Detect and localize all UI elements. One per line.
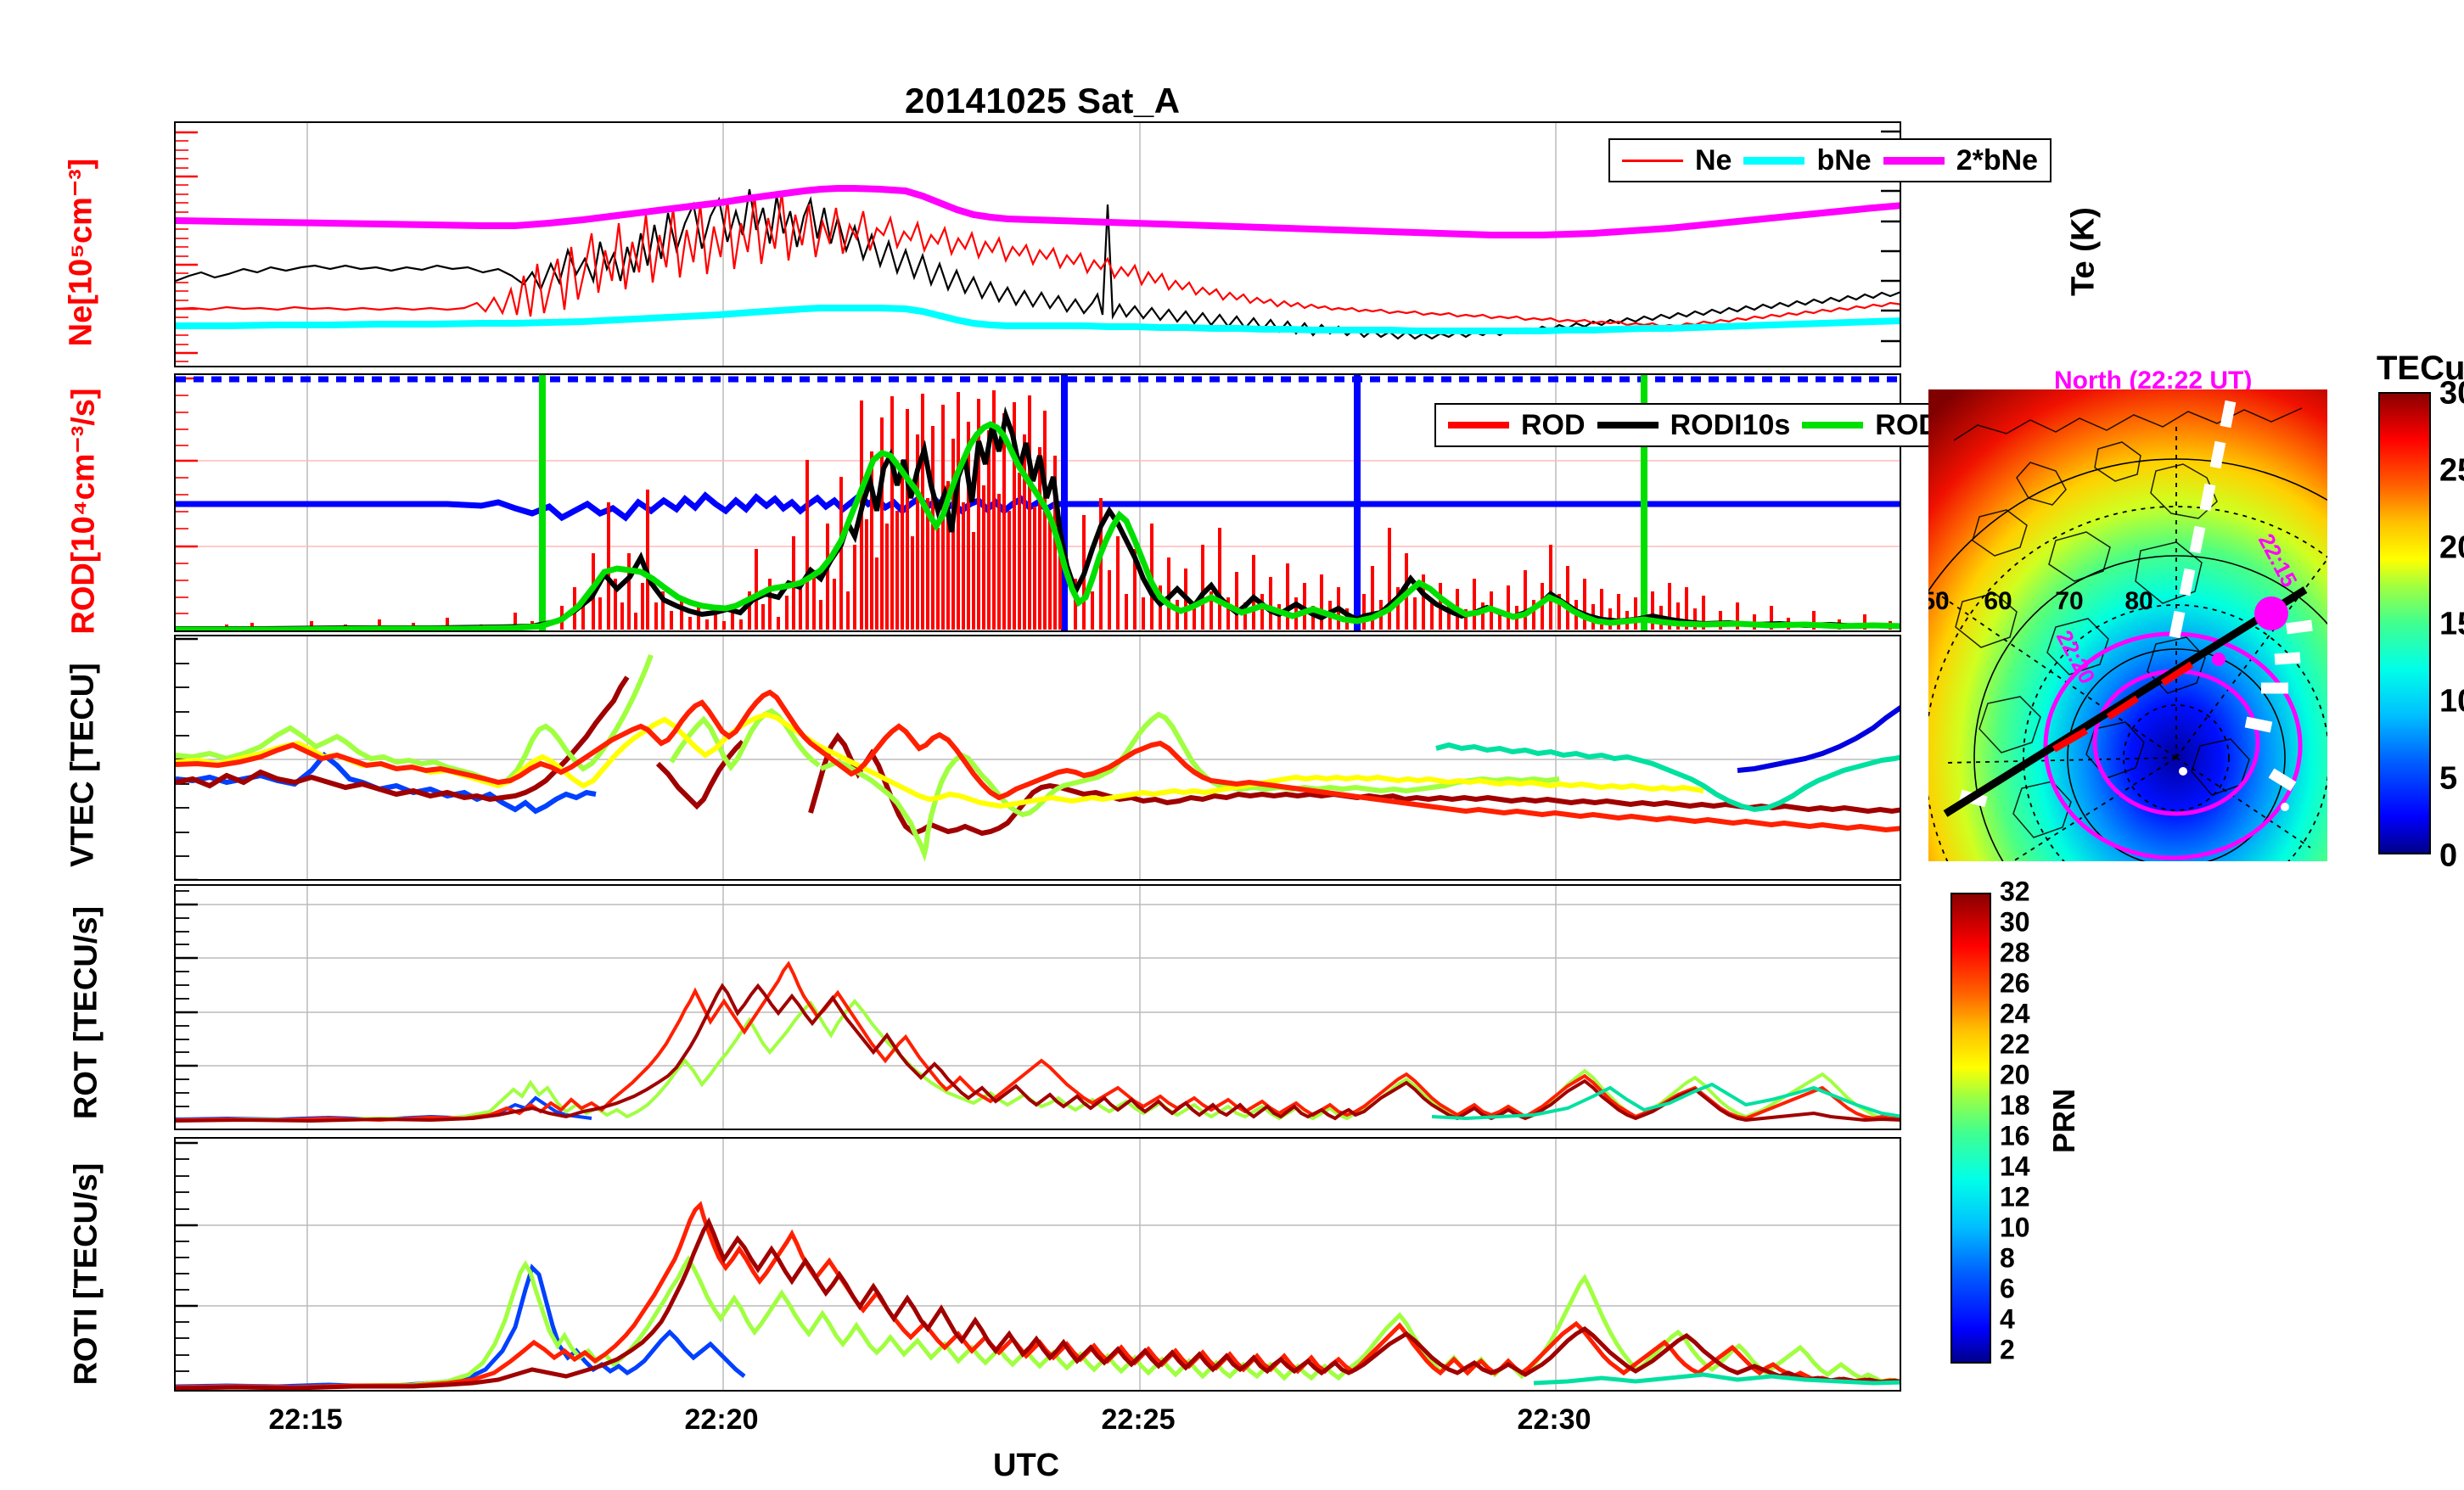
prn-tick-14: 14 <box>2000 1151 2030 1182</box>
prn-tick-4: 4 <box>2000 1303 2015 1335</box>
tecu-tick-5: 5 <box>2439 760 2458 797</box>
legend-swatch-bne <box>1743 156 1805 165</box>
panel-vtec: 0 5 10 <box>174 635 1901 881</box>
legend-swatch-rodi20s <box>1802 422 1864 429</box>
rot-axis-label: ROT [TECU/s] <box>68 905 104 1120</box>
tecu-tick-25: 25 <box>2439 452 2464 489</box>
legend-label-rod: ROD <box>1521 408 1586 441</box>
panel-roti-canvas <box>176 1139 1900 1390</box>
panel-rot: 0 0.2 0.4 0.6 0.8 <box>174 884 1901 1130</box>
rod-spikes <box>225 390 1892 630</box>
prn-tick-28: 28 <box>2000 937 2030 968</box>
satellite-position-marker <box>2254 597 2288 630</box>
map-lat-60: 60 <box>1984 587 2012 615</box>
prn-tick-8: 8 <box>2000 1242 2015 1274</box>
map-lat-70: 70 <box>2055 587 2084 615</box>
prn-tick-24: 24 <box>2000 998 2030 1029</box>
roti-axis-label: ROTI [TECU/s] <box>68 1162 104 1386</box>
legend-label-bne: bNe <box>1816 143 1872 176</box>
prn-tick-16: 16 <box>2000 1120 2030 1151</box>
prn-tick-2: 2 <box>2000 1334 2015 1365</box>
prn-tick-10: 10 <box>2000 1212 2030 1243</box>
tecu-tick-30: 30 <box>2439 375 2464 412</box>
prn-tick-18: 18 <box>2000 1089 2030 1121</box>
polar-tec-map: 50 60 70 80 22:15 22:20 <box>1928 389 2327 861</box>
panel-ne-te-canvas <box>176 123 1900 366</box>
tecu-tick-0: 0 <box>2439 837 2458 874</box>
xtick-2220: 22:20 <box>684 1403 759 1436</box>
legend-swatch-rodi10s <box>1597 422 1659 429</box>
tecu-tick-20: 20 <box>2439 529 2464 566</box>
vtec-axis-label: VTEC [TECU] <box>65 663 101 867</box>
map-lat-50: 50 <box>1928 587 1950 615</box>
legend-rod: ROD RODI10s RODI20s <box>1434 403 2010 447</box>
prn-tick-30: 30 <box>2000 906 2030 938</box>
panel-vtec-canvas <box>176 636 1900 879</box>
prn-tick-22: 22 <box>2000 1028 2030 1060</box>
prn-colorbar-label: PRN <box>2046 1089 2081 1154</box>
tecu-tick-15: 15 <box>2439 606 2464 642</box>
tecu-colorbar: 0 5 10 15 20 25 30 <box>2378 376 2464 874</box>
legend-swatch-ne <box>1622 159 1683 162</box>
legend-label-2bne: 2*bNe <box>1956 143 2039 176</box>
polar-map-canvas <box>1928 389 2327 861</box>
panel-rod-canvas <box>176 375 1900 630</box>
prn-tick-20: 20 <box>2000 1059 2030 1090</box>
satellite-track <box>1943 586 2308 817</box>
page-title: 20141025 Sat_A <box>905 81 1181 120</box>
legend-swatch-2bne <box>1883 156 1945 165</box>
map-lat-80: 80 <box>2124 587 2153 615</box>
te-axis-label: Te (K) <box>2065 207 2102 296</box>
prn-tick-32: 32 <box>2000 876 2030 907</box>
prn-tick-12: 12 <box>2000 1181 2030 1213</box>
legend-label-rodi10s: RODI10s <box>1670 408 1791 441</box>
prn-tick-26: 26 <box>2000 967 2030 999</box>
tecu-colorbar-title: TECu <box>2377 350 2464 387</box>
panel-roti: 0 0.1 0.2 0.3 <box>174 1137 1901 1392</box>
xtick-2230: 22:30 <box>1517 1403 1591 1436</box>
legend-label-ne: Ne <box>1695 143 1732 176</box>
prn-colorbar: 2 4 6 8 10 12 14 16 18 20 22 24 26 28 30… <box>1950 877 2030 1365</box>
tecu-tick-10: 10 <box>2439 683 2464 720</box>
legend-swatch-rod <box>1448 422 1509 429</box>
xaxis-label: UTC <box>993 1448 1060 1483</box>
legend-ne: Ne bNe 2*bNe <box>1608 138 2052 182</box>
xtick-2215: 22:15 <box>268 1403 343 1436</box>
panel-rot-canvas <box>176 886 1900 1129</box>
xtick-2225: 22:25 <box>1101 1403 1176 1436</box>
prn-tick-6: 6 <box>2000 1273 2015 1304</box>
